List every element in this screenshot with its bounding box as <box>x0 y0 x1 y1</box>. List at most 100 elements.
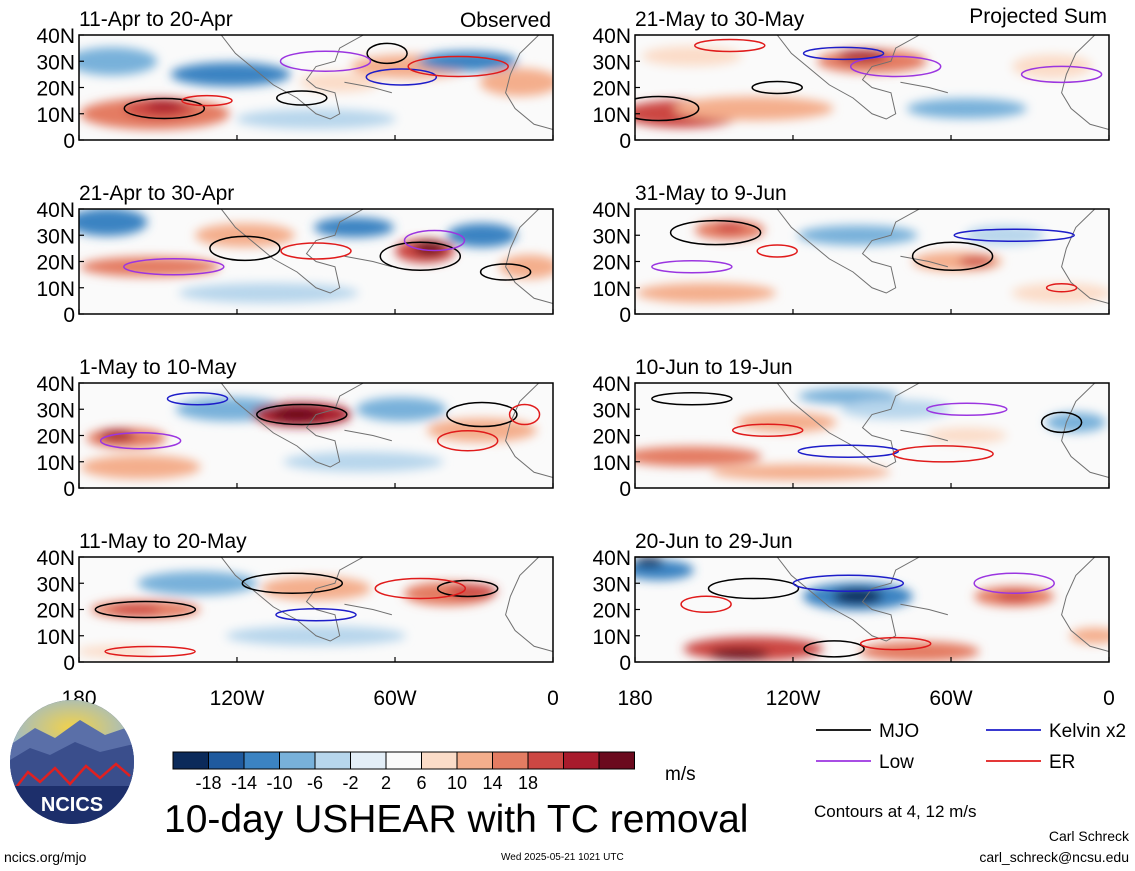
contour-line <box>756 244 798 258</box>
shear-cell <box>79 645 157 658</box>
footer-url: ncics.org/mjo <box>4 849 87 865</box>
colorbar-tick-label: -14 <box>231 773 257 793</box>
lon-tick-label: 60W <box>373 687 416 710</box>
column-label-projected: Projected Sum <box>969 5 1107 28</box>
contours <box>99 392 541 452</box>
contour-line <box>792 574 905 592</box>
lat-tick-label: 10N <box>36 452 75 475</box>
footer-email: carl_schreck@ncsu.edu <box>979 849 1129 865</box>
lon-tick-label: 60W <box>929 687 972 710</box>
lat-tick-label: 40N <box>36 199 75 222</box>
contour-line <box>651 392 733 406</box>
shear-cell <box>926 427 1007 444</box>
lat-tick-label: 30N <box>592 573 631 596</box>
contours <box>680 572 1055 658</box>
lat-tick-label: 0 <box>619 304 631 327</box>
lat-tick-label: 30N <box>592 51 631 74</box>
lat-tick-label: 20N <box>36 600 75 623</box>
shear-cell <box>996 591 1033 602</box>
legend-label: MJO <box>879 721 919 742</box>
ncics-logo: NCICS <box>10 700 134 824</box>
lat-tick-label: 0 <box>63 652 75 675</box>
contours <box>94 572 499 658</box>
shear-cell <box>710 464 891 481</box>
colorbar-swatch <box>598 751 635 770</box>
legend-label: Low <box>879 752 914 773</box>
shear-cell <box>98 429 135 442</box>
lat-tick-label: 30N <box>36 51 75 74</box>
colorbar-swatch <box>492 751 529 770</box>
shear-cell <box>146 99 183 112</box>
coastlines <box>220 383 553 478</box>
lat-tick-label: 0 <box>619 478 631 501</box>
contour-line <box>403 229 466 252</box>
map-panel: 21-Apr to 30-Apr <box>78 182 554 315</box>
contour-line <box>751 80 803 95</box>
lat-tick-label: 20N <box>592 252 631 275</box>
shear-cell <box>964 225 1045 246</box>
contours <box>651 219 1078 293</box>
lat-tick-label: 10N <box>592 626 631 649</box>
contour-line <box>479 263 532 281</box>
shear-cell <box>79 47 158 76</box>
legend-label: Kelvin x2 <box>1049 721 1126 742</box>
shear-cell <box>426 418 537 443</box>
colorbar-swatch <box>208 751 245 770</box>
contour-line <box>379 241 462 271</box>
colorbar-swatch <box>421 751 458 770</box>
map-panel: 11-May to 20-May <box>78 530 554 663</box>
contour-line <box>926 402 1008 416</box>
lon-tick-label: 180 <box>617 687 652 710</box>
shear-cell <box>79 209 148 237</box>
contour-line <box>731 423 804 437</box>
shear-cell <box>832 588 883 605</box>
lat-tick-label: 20N <box>36 252 75 275</box>
coastlines <box>776 383 1109 478</box>
colorbar-swatch <box>385 751 422 770</box>
contour-line <box>694 38 766 53</box>
panel-title: 1-May to 10-May <box>79 356 237 379</box>
contours-note: Contours at 4, 12 m/s <box>814 802 977 821</box>
contour-line <box>365 68 438 86</box>
contours <box>635 38 1103 122</box>
coastlines <box>220 35 553 130</box>
shear-cell <box>236 109 396 129</box>
column-label-observed: Observed <box>460 9 551 32</box>
panel-title: 11-Apr to 20-Apr <box>79 8 233 31</box>
contour-line <box>651 260 733 274</box>
colorbar-tick-label: -18 <box>195 773 221 793</box>
contour-line <box>849 55 942 78</box>
legend: MJO Kelvin x2 Low ER <box>816 721 1126 773</box>
shear-cell <box>137 571 258 596</box>
shear-cell <box>736 412 837 433</box>
colorbar-tick-label: 18 <box>518 773 538 793</box>
lon-tick-label: 0 <box>1103 687 1115 710</box>
panel-title: 11-May to 20-May <box>79 530 247 553</box>
map-panel: 31-May to 9-Jun <box>634 182 1110 315</box>
colorbar-swatch <box>314 751 351 770</box>
logo-text: NCICS <box>41 794 103 816</box>
contour-line <box>446 401 518 428</box>
lat-tick-label: 10N <box>36 278 75 301</box>
panel-title: 31-May to 9-Jun <box>635 182 787 205</box>
lon-tick-label: 120W <box>210 687 265 710</box>
contour-line <box>94 600 197 619</box>
shear-cell <box>283 451 444 472</box>
contours <box>123 42 509 120</box>
contour-line <box>797 444 900 458</box>
contour-line <box>802 46 885 61</box>
contour-line <box>275 608 357 622</box>
shear-cell <box>635 446 762 467</box>
lat-tick-label: 40N <box>36 547 75 570</box>
colorbar-swatch <box>456 751 493 770</box>
map-panel: 11-Apr to 20-Apr <box>78 8 554 141</box>
shear-cell <box>110 604 161 615</box>
contour-line <box>859 636 932 651</box>
lat-tick-label: 0 <box>619 130 631 153</box>
colorbar-tick-label: -10 <box>266 773 292 793</box>
contour-line <box>209 235 281 262</box>
colorbar-swatch <box>172 751 209 770</box>
lat-tick-label: 20N <box>592 426 631 449</box>
contour-line <box>374 577 467 600</box>
